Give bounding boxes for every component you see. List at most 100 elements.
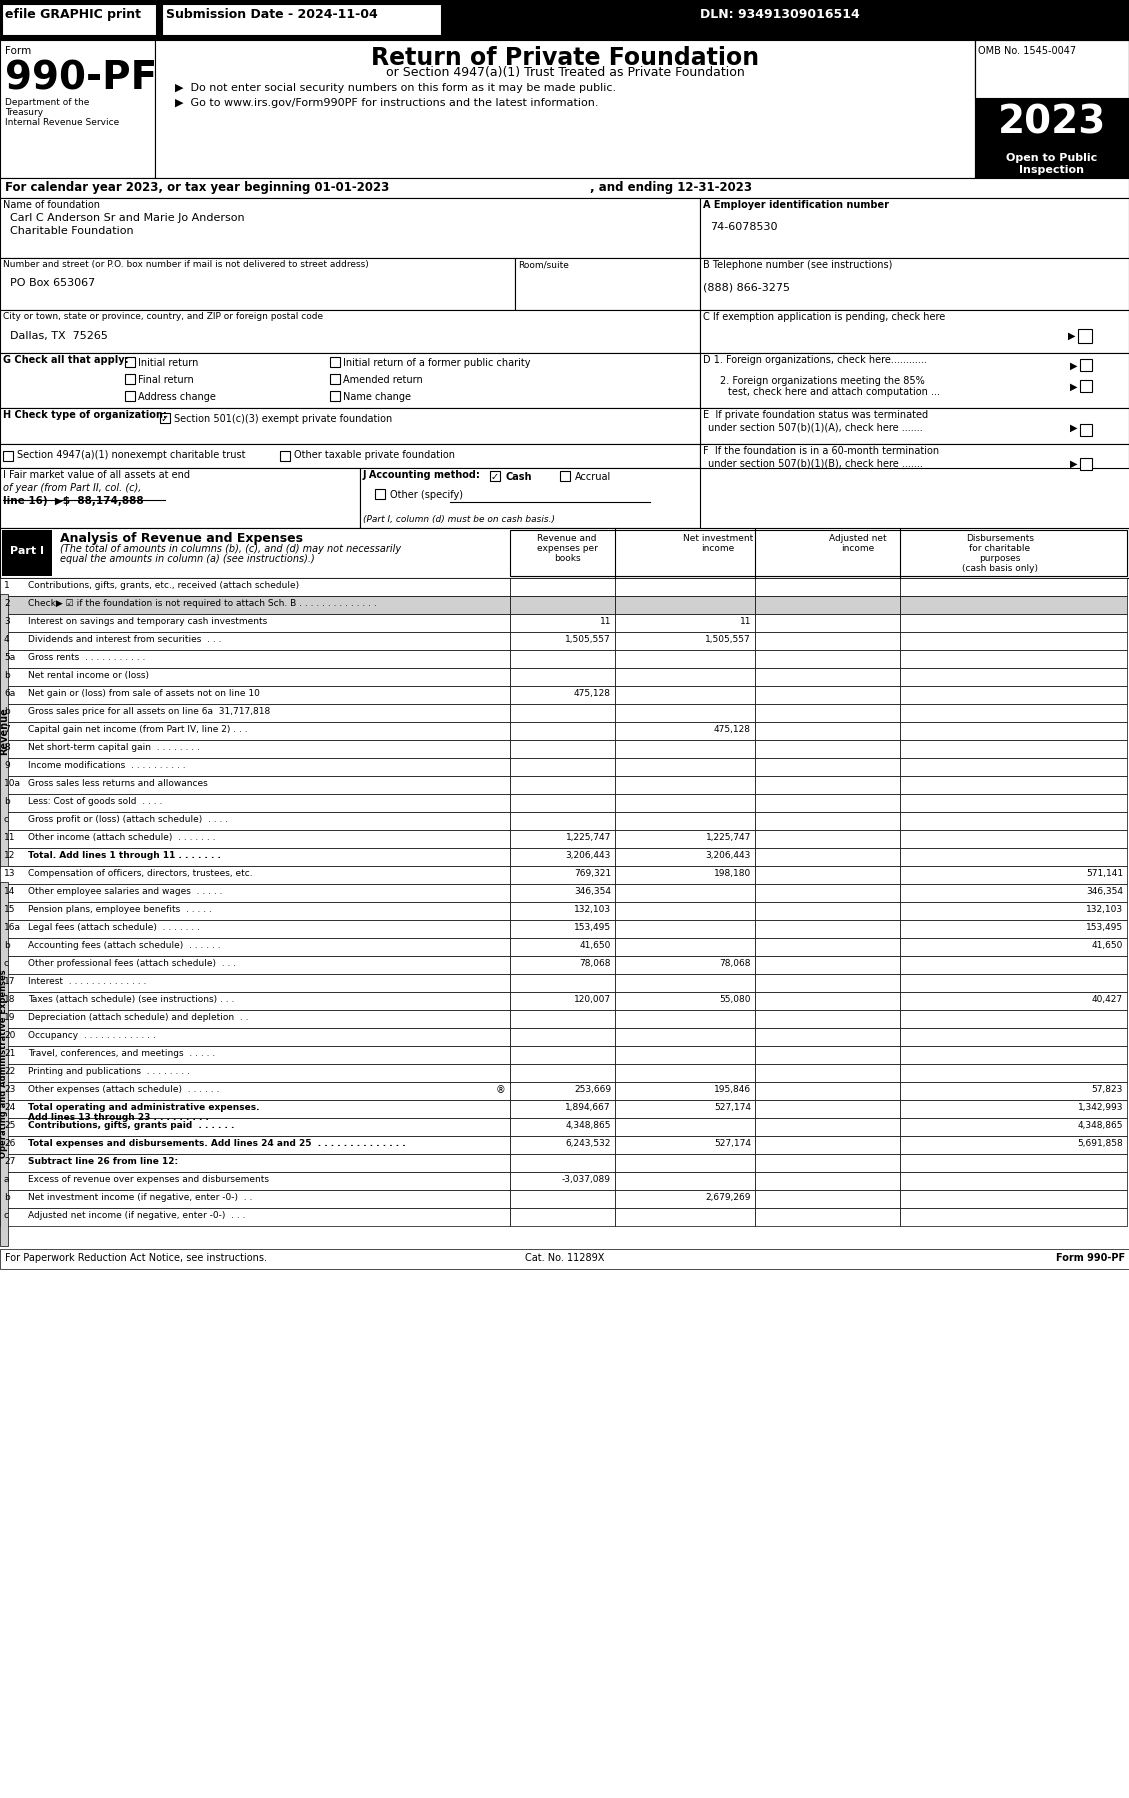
Bar (0, 1082, 510, 1100)
Bar (510, 885, 615, 903)
Text: Open to Public: Open to Public (1006, 153, 1097, 164)
Bar (0, 813, 510, 831)
Text: Interest  . . . . . . . . . . . . . .: Interest . . . . . . . . . . . . . . (28, 976, 147, 985)
Bar (0, 1154, 510, 1172)
Text: I Fair market value of all assets at end: I Fair market value of all assets at end (3, 469, 190, 480)
Bar (615, 1136, 755, 1154)
Text: 1,894,667: 1,894,667 (566, 1102, 611, 1111)
Bar (510, 595, 615, 613)
Bar (510, 530, 1127, 575)
Bar (755, 957, 900, 975)
Text: ✓: ✓ (491, 473, 499, 482)
Bar (900, 723, 1127, 741)
Bar (700, 408, 1129, 444)
Bar (755, 577, 900, 595)
Bar (0, 705, 510, 723)
Text: OMB No. 1545-0047: OMB No. 1545-0047 (978, 47, 1076, 56)
Text: ✓: ✓ (161, 414, 169, 424)
Bar (900, 669, 1127, 687)
Text: 346,354: 346,354 (1086, 886, 1123, 895)
Bar (755, 795, 900, 813)
Text: under section 507(b)(1)(B), check here .......: under section 507(b)(1)(B), check here .… (708, 458, 922, 469)
Bar (615, 613, 755, 633)
Bar (755, 1136, 900, 1154)
Bar (900, 577, 1127, 595)
Text: 19: 19 (5, 1012, 16, 1021)
Bar (2, 530, 52, 575)
Bar (615, 1208, 755, 1226)
Bar (615, 1172, 755, 1190)
Text: City or town, state or province, country, and ZIP or foreign postal code: City or town, state or province, country… (3, 313, 323, 322)
Bar (125, 358, 135, 367)
Bar (615, 687, 755, 705)
Text: 571,141: 571,141 (1086, 868, 1123, 877)
Bar (975, 40, 1129, 178)
Text: Net short-term capital gain  . . . . . . . .: Net short-term capital gain . . . . . . … (28, 743, 200, 752)
Bar (510, 723, 615, 741)
Bar (615, 921, 755, 939)
Bar (755, 705, 900, 723)
Bar (0, 529, 1129, 577)
Text: -3,037,089: -3,037,089 (562, 1176, 611, 1185)
Text: 11: 11 (5, 832, 16, 841)
Text: Legal fees (attach schedule)  . . . . . . .: Legal fees (attach schedule) . . . . . .… (28, 922, 200, 931)
Bar (755, 1118, 900, 1136)
Text: 6,243,532: 6,243,532 (566, 1138, 611, 1147)
Bar (510, 939, 615, 957)
Bar (900, 831, 1127, 849)
Bar (510, 849, 615, 867)
Bar (900, 867, 1127, 885)
Bar (900, 1190, 1127, 1208)
Text: 4: 4 (5, 635, 10, 644)
Bar (755, 1010, 900, 1028)
Text: 6a: 6a (5, 689, 16, 698)
Bar (900, 795, 1127, 813)
Text: Gross profit or (loss) (attach schedule)  . . . .: Gross profit or (loss) (attach schedule)… (28, 814, 228, 823)
Bar (755, 1064, 900, 1082)
Bar (510, 831, 615, 849)
Text: Depreciation (attach schedule) and depletion  . .: Depreciation (attach schedule) and deple… (28, 1012, 248, 1021)
Text: (The total of amounts in columns (b), (c), and (d) may not necessarily: (The total of amounts in columns (b), (c… (60, 545, 401, 554)
Text: B Telephone number (see instructions): B Telephone number (see instructions) (703, 261, 892, 270)
Bar (510, 633, 615, 651)
Bar (0, 849, 510, 867)
Text: efile GRAPHIC print: efile GRAPHIC print (5, 7, 141, 22)
Text: Final return: Final return (138, 376, 194, 385)
Text: 1,225,747: 1,225,747 (706, 832, 751, 841)
Text: Other taxable private foundation: Other taxable private foundation (294, 450, 455, 460)
Bar (615, 777, 755, 795)
Bar (515, 257, 700, 309)
Bar (0, 1250, 1129, 1269)
Bar (510, 957, 615, 975)
Text: Initial return of a former public charity: Initial return of a former public charit… (343, 358, 531, 369)
Text: Other employee salaries and wages  . . . . .: Other employee salaries and wages . . . … (28, 886, 222, 895)
Text: A Employer identification number: A Employer identification number (703, 200, 889, 210)
Text: (cash basis only): (cash basis only) (962, 565, 1038, 574)
Text: 1,225,747: 1,225,747 (566, 832, 611, 841)
Text: Cash: Cash (505, 473, 532, 482)
Text: Analysis of Revenue and Expenses: Analysis of Revenue and Expenses (60, 532, 303, 545)
Bar (510, 1154, 615, 1172)
Text: Gross sales less returns and allowances: Gross sales less returns and allowances (28, 779, 208, 788)
Text: 11: 11 (739, 617, 751, 626)
Bar (700, 198, 1129, 257)
Bar (615, 723, 755, 741)
Bar (900, 992, 1127, 1010)
Text: under section 507(b)(1)(A), check here .......: under section 507(b)(1)(A), check here .… (708, 423, 922, 433)
Text: Pension plans, employee benefits  . . . . .: Pension plans, employee benefits . . . .… (28, 904, 212, 913)
Bar (615, 741, 755, 759)
Bar (0, 867, 510, 885)
Text: Travel, conferences, and meetings  . . . . .: Travel, conferences, and meetings . . . … (28, 1048, 216, 1057)
Text: c: c (5, 814, 9, 823)
Text: b: b (5, 940, 10, 949)
Text: Contributions, gifts, grants paid  . . . . . .: Contributions, gifts, grants paid . . . … (28, 1120, 235, 1129)
Bar (755, 885, 900, 903)
Bar (510, 1190, 615, 1208)
Bar (615, 1190, 755, 1208)
Text: income: income (701, 545, 735, 554)
Text: Income modifications  . . . . . . . . . .: Income modifications . . . . . . . . . . (28, 761, 185, 770)
Bar (510, 975, 615, 992)
Bar (755, 1172, 900, 1190)
Bar (615, 903, 755, 921)
Text: 78,068: 78,068 (579, 958, 611, 967)
